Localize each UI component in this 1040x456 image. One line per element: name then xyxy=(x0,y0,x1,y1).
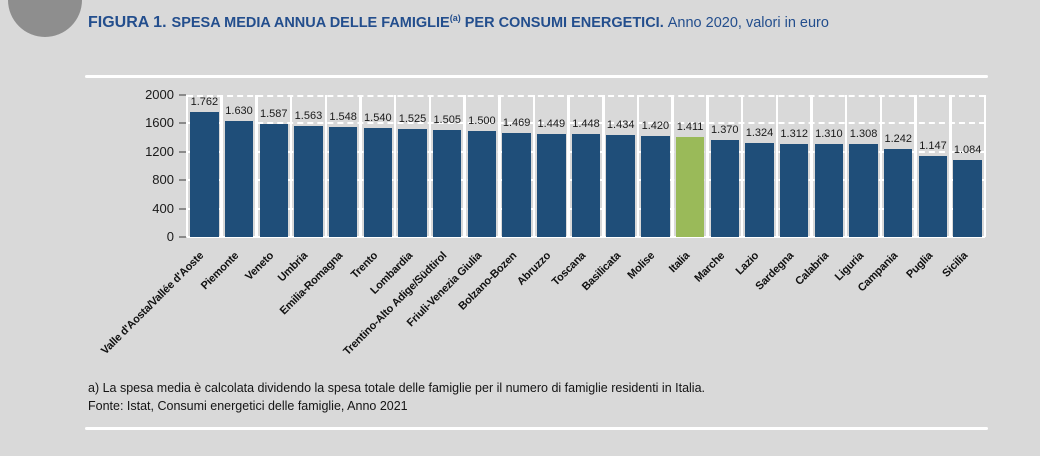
column-separator xyxy=(324,95,328,237)
bar-value-label: 1.505 xyxy=(433,114,461,127)
bar xyxy=(571,134,601,237)
bar-value-label: 1.448 xyxy=(572,118,600,131)
y-tick-mark xyxy=(179,122,186,125)
column-separator xyxy=(775,95,779,237)
y-tick-label: 1600 xyxy=(145,115,174,131)
column-separator xyxy=(567,95,570,237)
bar xyxy=(779,143,809,237)
bar-value-label: 1.525 xyxy=(398,112,427,125)
title-subtitle: Anno 2020, valori in euro xyxy=(667,14,829,31)
y-tick-mark xyxy=(179,150,186,153)
y-tick-label: 2000 xyxy=(145,87,174,102)
bar-value-label: 1.630 xyxy=(225,105,253,118)
column-separator xyxy=(359,95,362,237)
bar xyxy=(884,148,913,237)
bar-value-label: 1.242 xyxy=(884,132,913,145)
column-separator xyxy=(428,95,432,237)
plot-area: 1.762 1.630 1.587 1.563 1.548 1.540 1.525 1.505… xyxy=(185,95,987,238)
bar-value-label: 1.540 xyxy=(364,111,392,124)
column-separator xyxy=(532,95,536,237)
bar-value-label: 1.434 xyxy=(606,119,635,132)
bar-value-label: 1.147 xyxy=(919,139,947,152)
column-separator xyxy=(602,95,605,237)
column-separator xyxy=(949,95,952,237)
bar-value-label: 1.500 xyxy=(468,114,496,127)
column-separator xyxy=(393,95,397,237)
bar-value-label: 1.449 xyxy=(537,118,566,131)
bar-value-label: 1.310 xyxy=(815,128,843,140)
bar xyxy=(328,127,358,237)
bar xyxy=(953,160,982,237)
y-tick-label: 1200 xyxy=(145,143,174,159)
y-tick-label: 0 xyxy=(166,229,174,244)
column-separator xyxy=(740,95,744,237)
bar xyxy=(537,134,566,237)
bar xyxy=(918,155,948,237)
gridline xyxy=(187,122,985,125)
y-tick-mark xyxy=(179,236,186,238)
bottom-separator-line xyxy=(85,427,988,430)
bar-value-label: 1.420 xyxy=(641,120,670,133)
bar-value-label: 1.312 xyxy=(780,127,808,140)
figure-label: FIGURA 1. xyxy=(88,13,167,31)
title-main: SPESA MEDIA ANNUA DELLE FAMIGLIE xyxy=(171,14,450,31)
bar-value-label: 1.370 xyxy=(711,123,739,136)
column-separator xyxy=(289,95,293,237)
column-separator xyxy=(255,95,258,237)
y-tick-mark xyxy=(179,94,186,96)
column-separator xyxy=(185,95,189,237)
bar xyxy=(398,128,427,237)
title-superscript: (a) xyxy=(449,13,461,23)
bar-value-label: 1.587 xyxy=(259,108,288,121)
y-tick-mark xyxy=(179,179,186,182)
bar xyxy=(363,127,393,237)
column-separator xyxy=(671,95,674,237)
y-tick-mark xyxy=(179,207,186,210)
bar-value-label: 1.411 xyxy=(676,120,704,133)
x-axis: Valle d'Aosta/Vallée d'Aoste Piemonte Vene… xyxy=(99,243,985,378)
bar-value-label: 1.548 xyxy=(329,111,357,124)
gridline xyxy=(187,95,985,97)
bar xyxy=(849,144,878,237)
column-separator xyxy=(914,95,917,237)
column-separator xyxy=(636,95,640,237)
bar-value-label: 1.324 xyxy=(745,127,774,139)
y-tick-label: 800 xyxy=(152,172,174,188)
figure-title: FIGURA 1. SPESA MEDIA ANNUA DELLE FAMIGLI… xyxy=(88,13,829,32)
column-separator xyxy=(983,95,987,237)
bar xyxy=(641,136,670,237)
title-rest: PER CONSUMI ENERGETICI. xyxy=(464,14,664,31)
bar xyxy=(606,135,635,237)
y-tick-label: 400 xyxy=(152,200,174,216)
column-separator xyxy=(810,95,813,237)
bar xyxy=(814,144,844,237)
bar xyxy=(259,124,288,237)
bar-value-label: 1.762 xyxy=(190,95,219,108)
bar xyxy=(745,143,774,237)
bar xyxy=(467,130,497,237)
bar xyxy=(675,136,705,237)
baseline xyxy=(187,236,985,238)
pie-chart-icon xyxy=(2,0,88,42)
footnote-a: a) La spesa media è calcolata dividendo … xyxy=(88,381,706,395)
column-separator xyxy=(220,95,223,237)
column-separator xyxy=(498,95,501,237)
bar-value-label: 1.469 xyxy=(502,116,531,129)
bar xyxy=(432,130,462,237)
bar xyxy=(190,111,219,237)
bar xyxy=(502,132,531,237)
column-separator xyxy=(844,95,848,237)
bar xyxy=(224,121,254,237)
bar xyxy=(294,126,323,237)
bar-value-label: 1.308 xyxy=(849,128,878,141)
column-separator xyxy=(706,95,709,237)
column-separator xyxy=(463,95,466,237)
y-axis: 0 400 800 1200 1600 2000 xyxy=(128,88,187,244)
bar-value-label: 1.563 xyxy=(294,110,323,123)
source-note: Fonte: Istat, Consumi energetici delle f… xyxy=(88,399,408,413)
top-separator-line xyxy=(85,75,988,78)
column-separator xyxy=(879,95,883,237)
bar-value-label: 1.084 xyxy=(953,144,982,157)
bar xyxy=(710,139,739,237)
